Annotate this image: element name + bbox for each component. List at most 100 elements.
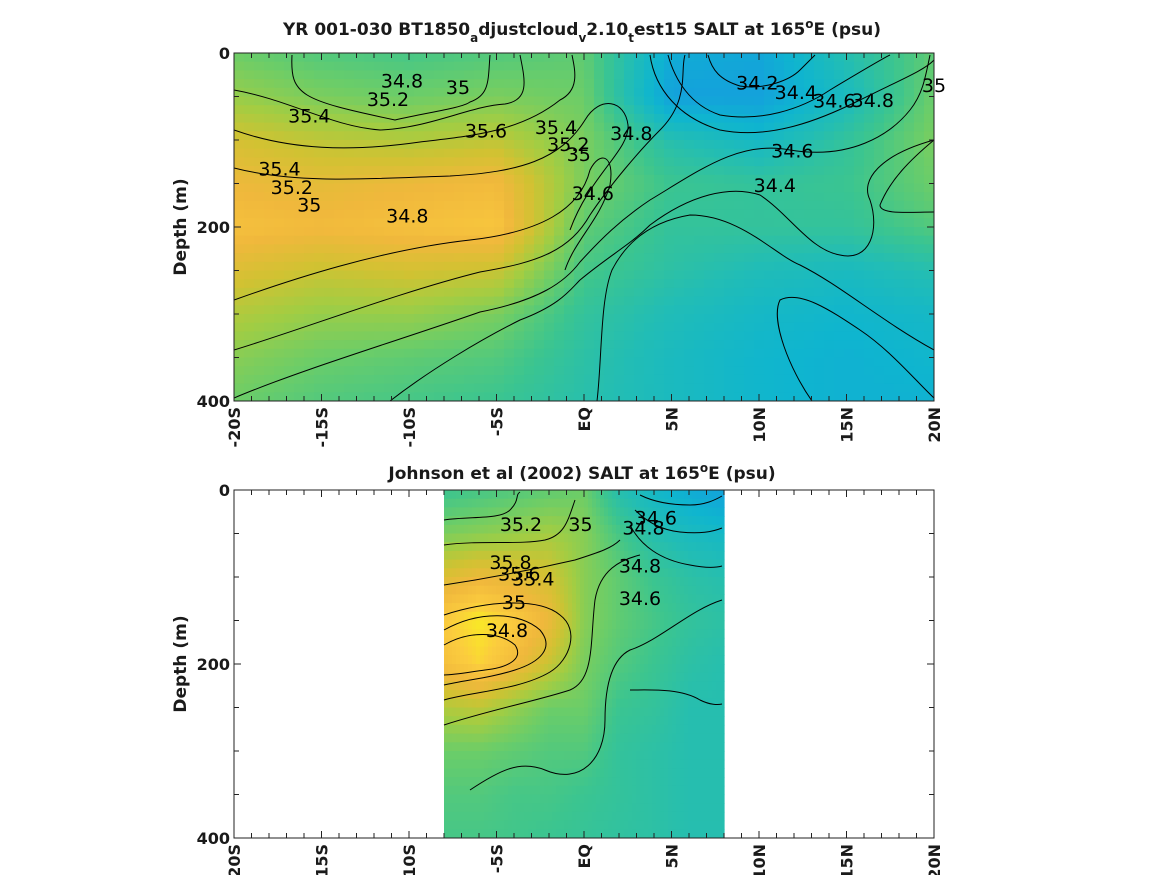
heatmap-cell: [524, 200, 535, 211]
heatmap-cell: [414, 296, 425, 306]
heatmap-cell: [394, 383, 405, 393]
heatmap-cell: [604, 348, 615, 359]
heatmap-cell: [516, 724, 521, 735]
heatmap-cell: [864, 253, 875, 263]
heatmap-cell: [544, 516, 549, 526]
heatmap-cell: [716, 507, 721, 517]
heatmap-cell: [404, 105, 415, 115]
heatmap-cell: [704, 174, 715, 185]
heatmap-cell: [794, 79, 805, 89]
heatmap-cell: [344, 305, 355, 315]
heatmap-cell: [394, 79, 405, 89]
heatmap-cell: [544, 131, 555, 141]
heatmap-cell: [604, 235, 615, 245]
heatmap-cell: [476, 646, 481, 656]
heatmap-cell: [712, 611, 717, 622]
heatmap-cell: [434, 244, 445, 254]
heatmap-cell: [444, 70, 455, 80]
heatmap-cell: [634, 261, 645, 272]
heatmap-cell: [454, 53, 465, 63]
heatmap-cell: [692, 507, 697, 517]
heatmap-cell: [656, 707, 661, 717]
heatmap-cell: [692, 629, 697, 639]
heatmap-cell: [644, 314, 655, 324]
heatmap-cell: [640, 620, 645, 630]
heatmap-cell: [644, 524, 649, 535]
heatmap-cell: [504, 366, 515, 376]
heatmap-cell: [564, 707, 569, 717]
heatmap-cell: [464, 87, 475, 98]
heatmap-cell: [624, 733, 629, 743]
heatmap-cell: [648, 637, 653, 648]
heatmap-cell: [714, 87, 725, 98]
heatmap-cell: [524, 209, 535, 219]
heatmap-cell: [464, 253, 475, 263]
heatmap-cell: [304, 79, 315, 89]
heatmap-cell: [914, 366, 925, 376]
heatmap-cell: [744, 374, 755, 385]
heatmap-cell: [692, 637, 697, 648]
heatmap-cell: [720, 533, 725, 543]
heatmap-cell: [596, 507, 601, 517]
heatmap-cell: [264, 261, 275, 272]
heatmap-cell: [564, 629, 569, 639]
heatmap-cell: [744, 331, 755, 341]
heatmap-cell: [528, 524, 533, 535]
heatmap-cell: [640, 611, 645, 622]
heatmap-cell: [484, 603, 489, 613]
heatmap-cell: [612, 733, 617, 743]
heatmap-cell: [456, 603, 461, 613]
heatmap-cell: [924, 166, 934, 176]
heatmap-cell: [640, 733, 645, 743]
heatmap-cell: [304, 296, 315, 306]
heatmap-cell: [572, 629, 577, 639]
heatmap-cell: [424, 183, 435, 193]
heatmap-cell: [684, 637, 689, 648]
heatmap-cell: [536, 733, 541, 743]
heatmap-cell: [556, 498, 561, 508]
heatmap-cell: [754, 305, 765, 315]
heatmap-cell: [704, 733, 709, 743]
heatmap-cell: [604, 87, 615, 98]
heatmap-cell: [854, 87, 865, 98]
heatmap-cell: [274, 253, 285, 263]
heatmap-cell: [494, 348, 505, 359]
heatmap-cell: [484, 227, 495, 237]
heatmap-cell: [556, 629, 561, 639]
heatmap-cell: [754, 331, 765, 341]
heatmap-cell: [664, 698, 669, 709]
heatmap-cell: [494, 253, 505, 263]
heatmap-cell: [824, 366, 835, 376]
heatmap-cell: [616, 559, 621, 569]
heatmap-cell: [584, 305, 595, 315]
heatmap-cell: [564, 716, 569, 726]
heatmap-cell: [564, 724, 569, 735]
heatmap-cell: [596, 629, 601, 639]
heatmap-cell: [560, 646, 565, 656]
heatmap-cell: [254, 279, 265, 289]
heatmap-cell: [704, 637, 709, 648]
heatmap-cell: [394, 340, 405, 350]
heatmap-cell: [704, 96, 715, 106]
heatmap-cell: [672, 594, 677, 604]
heatmap-cell: [576, 646, 581, 656]
heatmap-cell: [564, 690, 569, 700]
heatmap-cell: [424, 392, 435, 401]
heatmap-cell: [264, 348, 275, 359]
heatmap-cell: [548, 724, 553, 735]
heatmap-cell: [234, 287, 245, 298]
heatmap-cell: [616, 637, 621, 648]
heatmap-cell: [814, 331, 825, 341]
heatmap-cell: [444, 724, 449, 735]
heatmap-cell: [904, 174, 915, 185]
heatmap-cell: [712, 603, 717, 613]
heatmap-cell: [660, 585, 665, 595]
heatmap-cell: [254, 192, 265, 202]
heatmap-cell: [474, 70, 485, 80]
heatmap-cell: [500, 516, 505, 526]
heatmap-cell: [652, 629, 657, 639]
heatmap-cell: [714, 287, 725, 298]
heatmap-cell: [496, 490, 501, 500]
heatmap-cell: [264, 113, 275, 124]
heatmap-cell: [636, 620, 641, 630]
